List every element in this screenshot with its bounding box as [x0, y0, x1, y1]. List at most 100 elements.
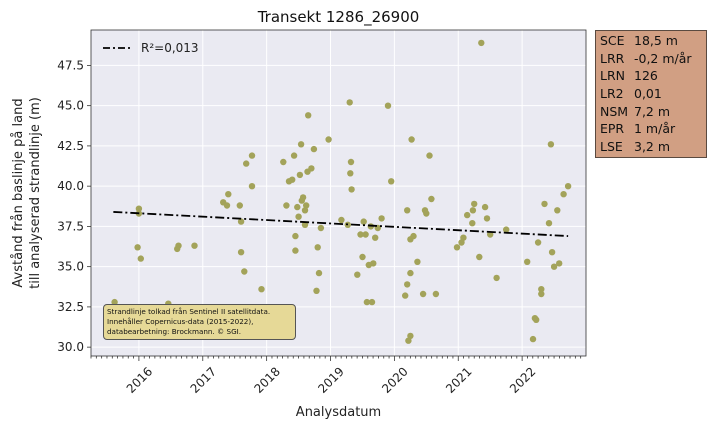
- stat-row-lr2: LR2 0,01: [600, 85, 702, 103]
- stat-key: LRN: [600, 68, 625, 84]
- stat-row-nsm: NSM 7,2 m: [600, 103, 702, 121]
- data-point: [560, 191, 567, 198]
- data-point: [301, 221, 309, 228]
- data-point: [290, 152, 298, 159]
- data-point: [464, 211, 471, 219]
- stat-row-lse: LSE 3,2 m: [600, 138, 702, 156]
- data-point: [314, 244, 321, 251]
- data-point: [357, 231, 364, 238]
- stat-key: LR2: [600, 86, 624, 102]
- trend-line: [113, 211, 569, 237]
- data-point: [248, 152, 256, 159]
- data-point: [529, 335, 537, 343]
- data-point: [481, 203, 489, 211]
- stat-value: 3,2 m: [634, 139, 671, 155]
- data-point: [407, 269, 414, 277]
- x-tick-label: 2017: [188, 364, 219, 395]
- stat-row-lrn: LRN 126: [600, 67, 702, 85]
- data-point: [359, 253, 366, 261]
- stat-row-epr: EPR 1 m/år: [600, 120, 702, 138]
- data-point: [524, 258, 531, 265]
- data-point: [308, 165, 315, 172]
- x-tick-label: 2022: [507, 364, 538, 395]
- data-point: [297, 141, 305, 148]
- y-tick-label: 37.5: [57, 219, 84, 233]
- data-point: [402, 292, 409, 299]
- data-point: [384, 102, 392, 109]
- data-point: [313, 287, 320, 294]
- source-annotation-line: databearbetning: Brockmann. © SGI.: [107, 327, 242, 336]
- data-point: [362, 231, 369, 238]
- stat-key: EPR: [600, 121, 625, 137]
- data-points: [111, 39, 572, 344]
- data-point: [283, 202, 290, 209]
- data-point: [292, 232, 299, 240]
- stat-value: 18,5 m: [634, 33, 678, 48]
- data-point: [292, 247, 299, 254]
- x-tick-label: 2020: [379, 364, 410, 395]
- statistics-box: SCE 18,5 m LRR -0,2 m/år LRN 126 LR2 0,0…: [595, 30, 707, 158]
- data-point: [301, 207, 309, 214]
- data-point: [241, 268, 248, 275]
- data-point: [258, 286, 265, 293]
- data-point: [236, 202, 243, 209]
- data-point: [404, 207, 411, 214]
- data-point: [325, 136, 332, 143]
- data-point: [248, 183, 256, 190]
- data-point: [423, 210, 430, 217]
- y-tick-label: 40.0: [57, 179, 84, 193]
- data-point: [134, 244, 141, 251]
- data-point: [289, 176, 296, 183]
- x-tick-label: 2021: [443, 364, 474, 395]
- data-point: [310, 145, 318, 153]
- data-point: [338, 216, 345, 224]
- stat-row-lrr: LRR -0,2 m/år: [600, 50, 702, 68]
- data-point: [295, 213, 302, 220]
- plot-frame: [90, 29, 587, 357]
- stat-key: LSE: [600, 139, 623, 155]
- data-point: [388, 178, 395, 185]
- source-annotation: Strandlinje tolkad från Sentinel II sate…: [103, 304, 296, 340]
- legend: R²=0,013: [103, 41, 199, 55]
- data-point: [237, 249, 245, 256]
- data-point: [317, 224, 325, 232]
- data-point: [348, 186, 355, 193]
- data-point: [414, 258, 421, 265]
- data-point: [347, 158, 355, 166]
- data-point: [408, 136, 415, 143]
- data-point: [111, 298, 118, 306]
- data-point: [548, 249, 556, 256]
- data-point: [405, 337, 412, 344]
- y-tick-label: 32.5: [57, 300, 84, 314]
- data-point: [225, 191, 232, 198]
- data-point: [354, 271, 361, 278]
- data-point: [378, 215, 385, 222]
- data-point: [554, 207, 561, 214]
- x-tick-label: 2016: [124, 364, 155, 395]
- data-point: [237, 218, 245, 225]
- data-point: [538, 290, 545, 298]
- plot-area: [91, 30, 586, 356]
- data-point: [538, 286, 545, 293]
- stat-key: LRR: [600, 50, 625, 66]
- data-point: [346, 99, 353, 106]
- stat-key: SCE: [600, 33, 625, 48]
- data-point: [368, 298, 376, 306]
- data-point: [458, 239, 465, 246]
- data-point: [347, 170, 354, 177]
- data-point: [296, 171, 304, 179]
- data-point: [471, 200, 478, 208]
- data-point: [428, 195, 435, 203]
- stat-key: NSM: [600, 103, 629, 119]
- y-tick-label: 30.0: [57, 340, 84, 354]
- data-point: [476, 253, 483, 261]
- data-point: [280, 158, 287, 166]
- y-tick-label: 47.5: [57, 58, 84, 72]
- data-point: [419, 290, 427, 298]
- data-point: [175, 242, 182, 249]
- x-axis-title: Analysdatum: [296, 405, 381, 420]
- data-point: [137, 255, 144, 262]
- legend-label: R²=0,013: [141, 41, 199, 55]
- data-point: [243, 160, 250, 167]
- stat-row-sce: SCE 18,5 m: [600, 32, 702, 50]
